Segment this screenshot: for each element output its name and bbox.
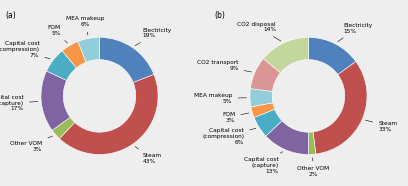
Wedge shape: [60, 74, 158, 154]
Text: Electricity
19%: Electricity 19%: [135, 28, 171, 46]
Text: FOM
5%: FOM 5%: [48, 25, 67, 43]
Wedge shape: [313, 62, 367, 154]
Text: Steam
33%: Steam 33%: [366, 120, 397, 132]
Wedge shape: [254, 109, 282, 136]
Wedge shape: [308, 37, 356, 75]
Text: Other VOM
2%: Other VOM 2%: [297, 158, 329, 177]
Text: Capital cost
(capture)
13%: Capital cost (capture) 13%: [244, 152, 283, 174]
Wedge shape: [250, 89, 273, 107]
Wedge shape: [266, 121, 308, 154]
Text: (b): (b): [215, 11, 226, 20]
Wedge shape: [251, 59, 281, 91]
Text: Steam
43%: Steam 43%: [135, 146, 162, 164]
Wedge shape: [62, 41, 86, 68]
Text: MEA makeup
6%: MEA makeup 6%: [66, 16, 104, 35]
Wedge shape: [100, 37, 154, 83]
Text: CO2 disposal
14%: CO2 disposal 14%: [237, 22, 281, 41]
Text: Capital cost
(compression)
7%: Capital cost (compression) 7%: [0, 41, 50, 59]
Text: MEA makeup
5%: MEA makeup 5%: [194, 93, 246, 104]
Text: Capital cost
(capture)
17%: Capital cost (capture) 17%: [0, 95, 38, 111]
Wedge shape: [264, 37, 308, 73]
Text: Electricity
15%: Electricity 15%: [338, 23, 372, 42]
Text: Capital cost
(compression)
6%: Capital cost (compression) 6%: [202, 128, 256, 145]
Wedge shape: [52, 117, 75, 139]
Wedge shape: [47, 51, 76, 81]
Wedge shape: [78, 37, 100, 62]
Wedge shape: [308, 132, 316, 154]
Text: FOM
3%: FOM 3%: [222, 112, 249, 123]
Text: Other VOM
3%: Other VOM 3%: [10, 136, 53, 152]
Text: CO2 transport
9%: CO2 transport 9%: [197, 60, 251, 72]
Wedge shape: [251, 103, 275, 118]
Text: (a): (a): [6, 11, 17, 20]
Wedge shape: [41, 71, 70, 130]
